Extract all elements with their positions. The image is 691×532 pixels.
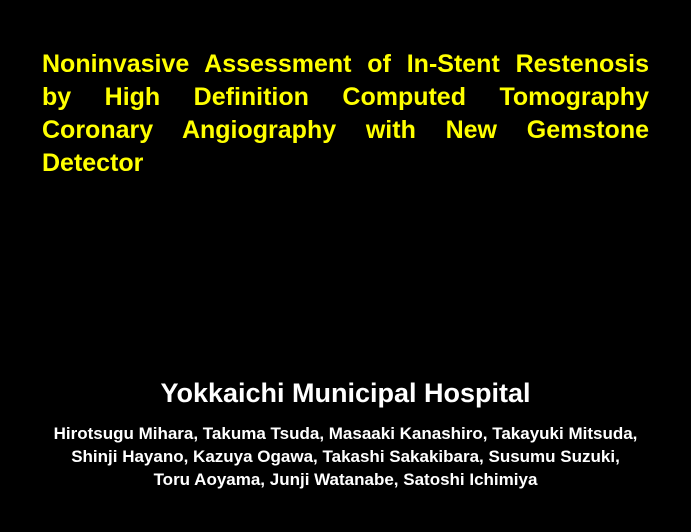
authors-list: Hirotsugu Mihara, Takuma Tsuda, Masaaki … — [42, 423, 649, 492]
title-line-1: Noninvasive Assessment of In-Stent Reste… — [42, 48, 649, 81]
slide-title: Noninvasive Assessment of In-Stent Reste… — [42, 48, 649, 180]
authors-line-1: Hirotsugu Mihara, Takuma Tsuda, Masaaki … — [48, 423, 643, 446]
slide-container: Noninvasive Assessment of In-Stent Reste… — [0, 0, 691, 532]
title-line-3: Coronary Angiography with New Gemstone — [42, 114, 649, 147]
spacer — [42, 188, 649, 378]
institution-name: Yokkaichi Municipal Hospital — [42, 378, 649, 409]
title-line-2: by High Definition Computed Tomography — [42, 81, 649, 114]
authors-line-2: Shinji Hayano, Kazuya Ogawa, Takashi Sak… — [48, 446, 643, 469]
title-line-4: Detector — [42, 147, 649, 180]
authors-line-3: Toru Aoyama, Junji Watanabe, Satoshi Ich… — [48, 469, 643, 492]
